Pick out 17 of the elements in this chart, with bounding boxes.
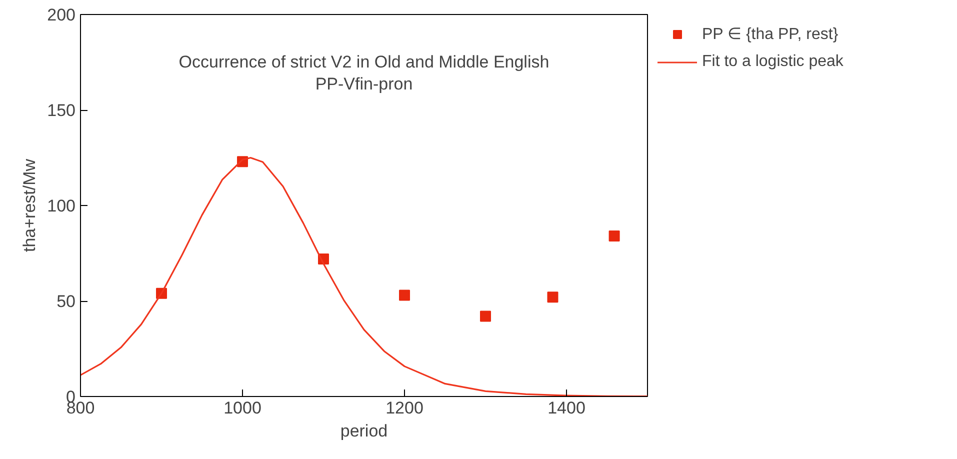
legend-label: PP ∈ {tha PP, rest}: [702, 25, 838, 44]
x-tick-label: 1400: [548, 398, 586, 418]
point: [608, 230, 620, 242]
y-tick-label: 100: [47, 196, 76, 216]
y-tick-label: 50: [56, 292, 76, 311]
text: PP-Vfin-pron: [315, 74, 413, 94]
y-tick-label: 150: [47, 101, 76, 120]
text: Occurrence of strict V2 in Old and Middle English: [178, 52, 550, 72]
point: [547, 292, 558, 303]
point: [480, 310, 491, 322]
y-tick-label: 200: [47, 6, 76, 24]
x-axis-title: period: [340, 422, 388, 440]
x-tick-label: 1000: [224, 398, 262, 418]
x-tick-label: 1200: [386, 398, 424, 418]
legend-label: Fit to a logistic peak: [702, 53, 844, 71]
y-axis-title: tha+rest/Mw: [20, 158, 40, 252]
point: [399, 290, 410, 301]
